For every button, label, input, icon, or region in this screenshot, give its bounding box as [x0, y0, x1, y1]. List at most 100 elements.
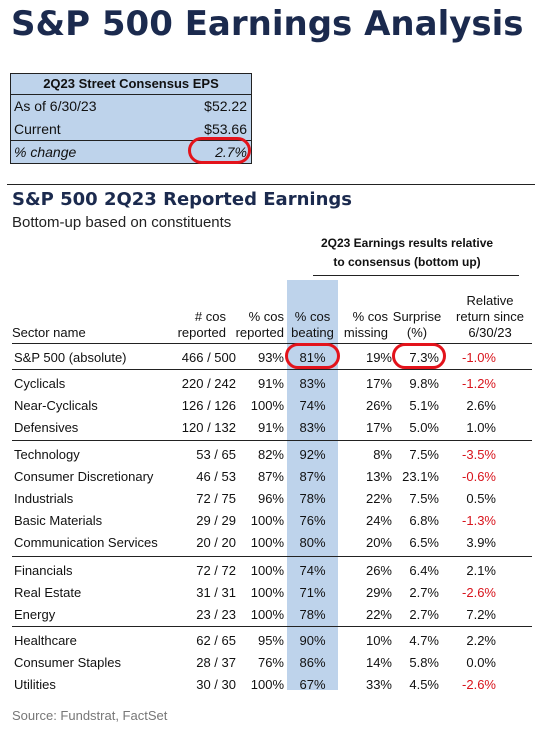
reported-cell: 53 / 65 [196, 447, 236, 462]
relative-return-cell: -2.6% [462, 677, 496, 692]
reported-cell: 46 / 53 [196, 469, 236, 484]
table-row: Communication Services 20 / 20 100% 80% 20% 6… [12, 532, 532, 554]
table-caption: Bottom-up based on constituents [12, 214, 232, 231]
col-header-sector: Sector name [12, 325, 86, 341]
group-separator [12, 369, 532, 370]
group-header-underline [313, 275, 519, 276]
pct-reported-cell: 91% [257, 376, 284, 391]
col-header-text: missing [343, 325, 388, 340]
relative-return-cell: -1.0% [462, 350, 496, 365]
surprise-cell: 4.7% [409, 633, 439, 648]
reported-cell: 31 / 31 [196, 585, 236, 600]
sector-cell: Energy [14, 607, 56, 622]
pct-reported-cell: 100% [250, 585, 284, 600]
section-divider [7, 184, 535, 185]
reported-cell: 466 / 500 [181, 350, 236, 365]
sector-cell: Defensives [14, 420, 79, 435]
relative-return-cell: -1.2% [462, 376, 496, 391]
pct-reported-cell: 100% [250, 398, 284, 413]
pct-reported-cell: 82% [257, 447, 284, 462]
eps-row-label: Current [14, 121, 61, 137]
surprise-cell: 7.5% [409, 491, 439, 506]
relative-return-cell: 3.9% [466, 535, 496, 550]
eps-change-circle [188, 137, 251, 164]
pct-beating-cell: 76% [299, 513, 326, 528]
sector-cell: Cyclicals [14, 376, 66, 391]
table-row: Healthcare 62 / 65 95% 90% 10% 4.7% 2.2% [12, 630, 532, 652]
pct-reported-cell: 100% [250, 513, 284, 528]
pct-reported-cell: 100% [250, 535, 284, 550]
col-header-text: beating [291, 325, 334, 340]
relative-return-cell: 2.1% [466, 563, 496, 578]
pct-missing-cell: 8% [373, 447, 392, 462]
pct-missing-cell: 10% [365, 633, 392, 648]
reported-cell: 29 / 29 [196, 513, 236, 528]
pct-beating-cell: 83% [299, 420, 326, 435]
sector-cell: Consumer Staples [14, 655, 121, 670]
table-row: Financials 72 / 72 100% 74% 26% 6.4% 2.1% [12, 560, 532, 582]
pct-missing-cell: 20% [365, 535, 392, 550]
pct-reported-cell: 76% [257, 655, 284, 670]
col-header-text: return since [456, 309, 524, 324]
sector-cell: Near-Cyclicals [14, 398, 98, 413]
eps-row-value: $52.22 [204, 98, 247, 114]
sector-cell: Communication Services [14, 535, 158, 550]
sector-cell: Financials [14, 563, 73, 578]
sector-cell: Industrials [14, 491, 74, 506]
sector-cell: Basic Materials [14, 513, 103, 528]
pct-reported-cell: 100% [250, 677, 284, 692]
surprise-cell: 6.5% [409, 535, 439, 550]
pct-beating-cell: 67% [299, 677, 326, 692]
reported-cell: 72 / 72 [196, 563, 236, 578]
table-row: Technology 53 / 65 82% 92% 8% 7.5% -3.5% [12, 444, 532, 466]
surprise-cell: 7.3% [409, 350, 439, 365]
pct-missing-cell: 33% [365, 677, 392, 692]
sector-cell: Utilities [14, 677, 56, 692]
relative-return-cell: 2.6% [466, 398, 496, 413]
table-row: Consumer Staples 28 / 37 76% 86% 14% 5.8% 0.0% [12, 652, 532, 674]
col-header-text: # cos [194, 309, 226, 324]
col-header-reported: # cos reported [160, 309, 226, 341]
sector-cell: Consumer Discretionary [14, 469, 154, 484]
sector-cell: Real Estate [14, 585, 82, 600]
relative-return-cell: -3.5% [462, 447, 496, 462]
surprise-cell: 4.5% [409, 677, 439, 692]
col-header-text: % cos [248, 309, 284, 324]
pct-beating-cell: 87% [299, 469, 326, 484]
surprise-cell: 23.1% [402, 469, 439, 484]
group-header-line: to consensus (bottom up) [333, 255, 481, 269]
table-row: Near-Cyclicals 126 / 126 100% 74% 26% 5.1% 2.6… [12, 395, 532, 417]
relative-return-cell: 0.0% [466, 655, 496, 670]
table-row: Industrials 72 / 75 96% 78% 22% 7.5% 0.5% [12, 488, 532, 510]
pct-beating-cell: 86% [299, 655, 326, 670]
reported-cell: 220 / 242 [181, 376, 236, 391]
col-header-text: (%) [406, 325, 428, 340]
reported-cell: 72 / 75 [196, 491, 236, 506]
surprise-cell: 6.4% [409, 563, 439, 578]
reported-cell: 23 / 23 [196, 607, 236, 622]
eps-row-value: $53.66 [204, 121, 247, 137]
pct-missing-cell: 22% [365, 491, 392, 506]
consensus-eps-header: 2Q23 Street Consensus EPS [11, 74, 251, 95]
col-header-text: Sector name [12, 325, 86, 340]
pct-reported-cell: 87% [257, 469, 284, 484]
col-header-text: % cos [294, 309, 331, 324]
reported-cell: 120 / 132 [181, 420, 236, 435]
col-header-surprise: Surprise (%) [392, 309, 442, 341]
reported-cell: 126 / 126 [181, 398, 236, 413]
relative-return-cell: 1.0% [466, 420, 496, 435]
beating-circle [285, 343, 340, 369]
relative-return-cell: 7.2% [466, 607, 496, 622]
col-header-text: Relative [466, 293, 514, 308]
eps-row-label: % change [14, 144, 77, 160]
sector-cell: S&P 500 (absolute) [14, 350, 127, 365]
pct-beating-cell: 71% [299, 585, 326, 600]
sector-cell: Healthcare [14, 633, 77, 648]
eps-row-label: As of 6/30/23 [14, 98, 97, 114]
pct-reported-cell: 96% [257, 491, 284, 506]
page-title: S&P 500 Earnings Analysis [11, 4, 524, 44]
pct-missing-cell: 24% [365, 513, 392, 528]
relative-return-cell: -2.6% [462, 585, 496, 600]
col-header-pct-reported: % cos reported [228, 309, 284, 341]
col-header-relative-return: Relative return since 6/30/23 [448, 293, 532, 341]
